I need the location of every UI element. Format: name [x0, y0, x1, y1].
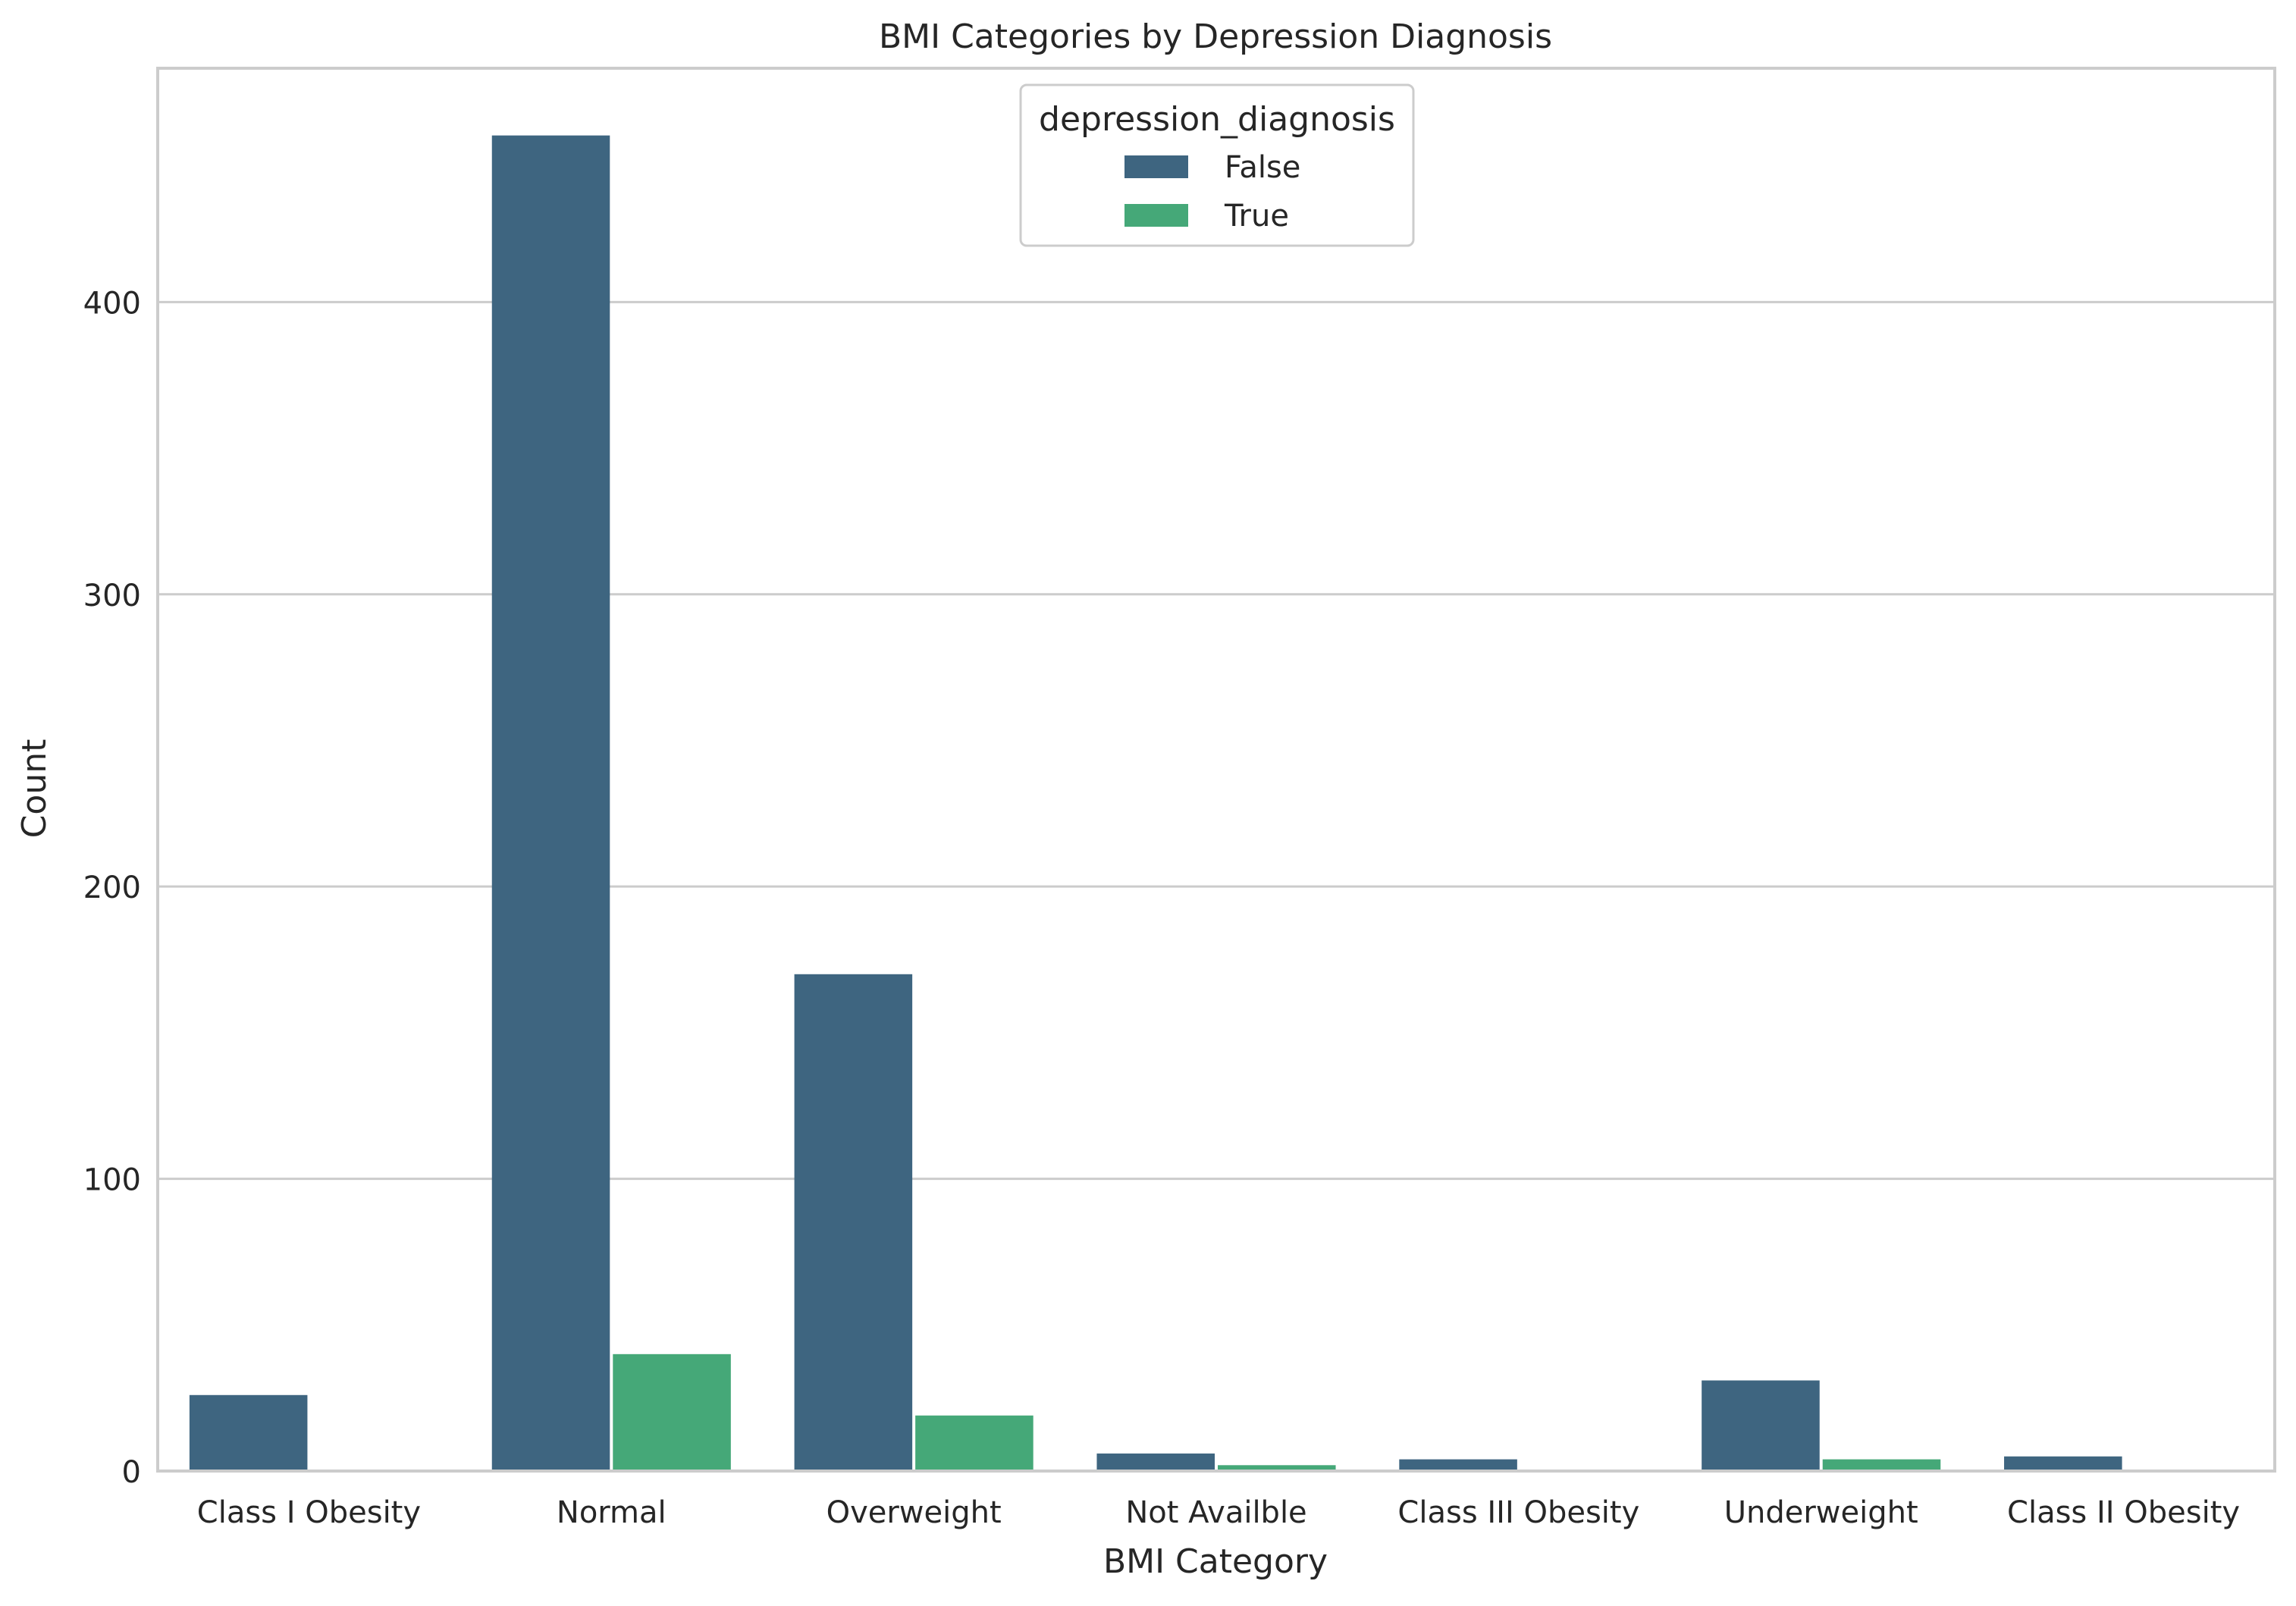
legend: depression_diagnosis False True	[1019, 83, 1415, 247]
legend-box	[1019, 83, 1415, 247]
bar-true-3	[1218, 1465, 1336, 1471]
y-tick-label: 300	[83, 579, 141, 613]
chart-title: BMI Categories by Depression Diagnosis	[879, 17, 1552, 56]
legend-swatch-true	[1124, 204, 1188, 227]
x-tick-label: Class II Obesity	[2007, 1495, 2240, 1530]
legend-title: depression_diagnosis	[1039, 100, 1395, 139]
y-tick-labels: 0 100 200 300 400	[83, 286, 141, 1490]
bar-false-6	[2004, 1456, 2122, 1471]
bar-true-5	[1822, 1459, 1941, 1471]
x-tick-label: Class I Obesity	[197, 1495, 421, 1530]
x-tick-label: Normal	[557, 1495, 667, 1530]
y-axis-label: Count	[15, 739, 54, 839]
x-tick-label: Overweight	[826, 1495, 1002, 1530]
bar-false-3	[1096, 1453, 1215, 1471]
bar-false-4	[1399, 1459, 1517, 1471]
legend-label-false: False	[1225, 150, 1300, 185]
bar-true-1	[613, 1353, 731, 1471]
bar-true-2	[915, 1415, 1034, 1471]
legend-label-true: True	[1224, 199, 1289, 234]
legend-swatch-false	[1124, 155, 1188, 178]
plot-frame	[156, 67, 2276, 1473]
y-tick-label: 400	[83, 286, 141, 321]
bar-false-5	[1702, 1380, 1820, 1471]
y-tick-label: 0	[122, 1455, 141, 1490]
x-axis-label: BMI Category	[1103, 1542, 1328, 1581]
bars	[189, 135, 2122, 1471]
x-tick-labels: Class I Obesity Normal Overweight Not Avail…	[197, 1495, 2240, 1530]
bar-false-0	[189, 1394, 308, 1471]
x-tick-label: Class III Obesity	[1397, 1495, 1639, 1530]
bar-false-2	[794, 974, 913, 1471]
bar-false-1	[491, 135, 610, 1471]
x-tick-label: Not Availble	[1125, 1495, 1306, 1530]
y-tick-label: 100	[83, 1163, 141, 1198]
x-tick-label: Underweight	[1724, 1495, 1918, 1530]
y-tick-label: 200	[83, 870, 141, 905]
